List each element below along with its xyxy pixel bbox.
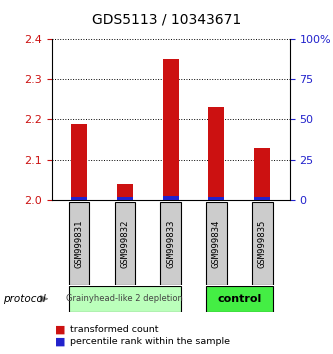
Text: protocol: protocol [3,294,46,304]
Bar [208,197,224,200]
FancyBboxPatch shape [206,286,272,312]
Bar [117,197,133,200]
FancyBboxPatch shape [69,202,89,285]
Text: ■: ■ [55,324,66,334]
FancyBboxPatch shape [206,202,227,285]
Bar [254,197,270,200]
Text: Grainyhead-like 2 depletion: Grainyhead-like 2 depletion [67,294,183,303]
Text: GSM999835: GSM999835 [258,219,267,268]
Text: GSM999832: GSM999832 [120,219,130,268]
Bar [71,197,87,200]
Bar [254,148,270,200]
Text: transformed count: transformed count [70,325,159,334]
FancyBboxPatch shape [115,202,135,285]
Text: percentile rank within the sample: percentile rank within the sample [70,337,230,346]
Text: control: control [217,294,261,304]
Bar [208,107,224,200]
Text: ■: ■ [55,337,66,347]
Text: GSM999831: GSM999831 [75,219,84,268]
Text: GSM999834: GSM999834 [212,219,221,268]
FancyBboxPatch shape [69,286,181,312]
Bar [163,196,179,200]
Bar [163,59,179,200]
Bar [71,124,87,200]
FancyBboxPatch shape [252,202,272,285]
Bar [117,184,133,200]
FancyBboxPatch shape [161,202,181,285]
Text: GDS5113 / 10343671: GDS5113 / 10343671 [92,12,241,27]
Text: GSM999833: GSM999833 [166,219,175,268]
